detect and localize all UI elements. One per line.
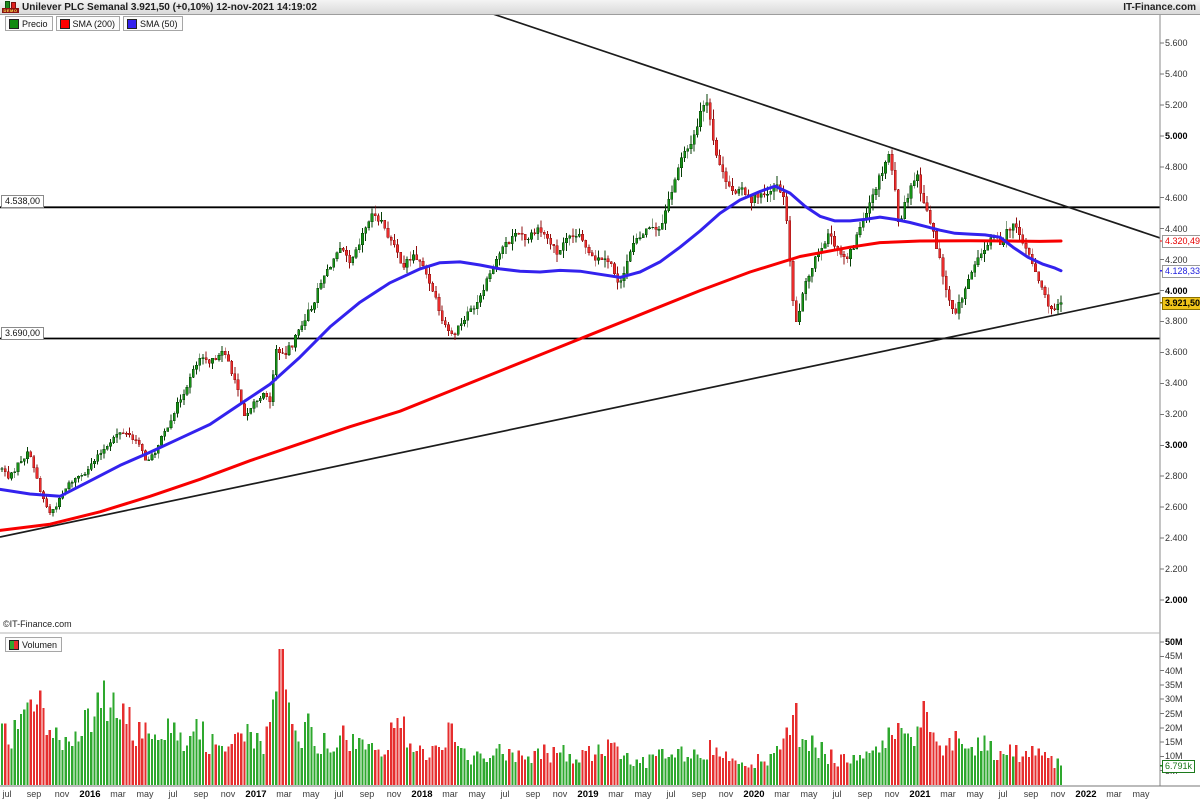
sma50-swatch-icon [127,18,138,29]
volume-tick-label: 15M [1165,737,1183,748]
legend-item-sma50[interactable]: SMA (50) [123,16,183,31]
month-tick-label: mar [442,789,458,799]
month-tick-label: nov [718,789,734,799]
month-tick-label: may [1132,789,1150,799]
month-tick-label: jul [2,789,12,799]
month-tick-label: jul [334,789,344,799]
volume-tick-label: 50M [1165,637,1183,647]
volume-tick-label: 45M [1165,651,1183,662]
price-tick-label: 3.800 [1165,316,1188,327]
copyright-note: ©IT-Finance.com [3,619,72,629]
year-tick-label: 2022 [1075,789,1097,800]
volume-tick-label: 10M [1165,751,1183,762]
month-tick-label: may [634,789,652,799]
price-tick-label: 2.200 [1165,564,1188,575]
month-tick-label: may [800,789,818,799]
month-tick-label: may [136,789,154,799]
volume-tick-label: 40M [1165,665,1183,676]
year-tick-label: 2016 [79,789,101,800]
price-tick-label: 3.400 [1165,378,1188,389]
year-tick-label: 2017 [245,789,267,800]
demo-badge-label: DEMO [2,8,19,13]
price-tick-label: 3.200 [1165,409,1188,420]
legend-item-sma200[interactable]: SMA (200) [55,16,121,31]
month-tick-label: sep [359,789,375,799]
price-tick-label: 4.000 [1165,285,1188,296]
brand-link[interactable]: IT-Finance.com [1123,1,1196,13]
price-tick-label: 4.200 [1165,254,1188,265]
month-tick-label: sep [857,789,873,799]
price-tick-label: 2.800 [1165,471,1188,482]
resistance-level-label[interactable]: 4.538,00 [1,195,45,209]
volume-tick-label: 25M [1165,708,1183,719]
title-bar: DEMO Unilever PLC Semanal 3.921,50 (+0,1… [0,0,1200,15]
month-tick-label: jul [168,789,178,799]
sma200-swatch-icon [59,18,70,29]
year-tick-label: 2019 [577,789,599,800]
price-tick-label: 2.000 [1165,594,1188,605]
price-tick-label: 5.000 [1165,130,1188,141]
year-tick-label: 2018 [411,789,433,800]
month-tick-label: sep [193,789,209,799]
month-tick-label: sep [1023,789,1039,799]
demo-badge-icon: DEMO [2,1,19,13]
legend-label: SMA (50) [140,18,178,29]
volume-tick-label: 20M [1165,722,1183,733]
month-tick-label: jul [500,789,510,799]
legend-label: Volumen [22,639,58,650]
sma200-price-tag: 4.320,49 [1162,234,1200,248]
volume-tick-label: 35M [1165,679,1183,690]
legend-item-volumen[interactable]: Volumen [5,637,63,652]
month-tick-label: mar [940,789,956,799]
month-tick-label: nov [220,789,236,799]
month-tick-label: mar [1106,789,1122,799]
year-tick-label: 2020 [743,789,765,800]
last-price-tag: 3.921,50 [1162,296,1200,310]
price-tick-label: 2.600 [1165,502,1188,513]
month-tick-label: nov [552,789,568,799]
legend-item-precio[interactable]: Precio [5,16,53,31]
month-tick-label: sep [525,789,541,799]
legend-label: Precio [22,18,48,29]
price-tick-label: 5.200 [1165,99,1188,110]
sma50-price-tag: 4.128,33 [1162,264,1200,278]
price-legend: Precio SMA (200) SMA (50) [5,16,183,31]
month-tick-label: jul [998,789,1008,799]
last-volume-tag: 6.791k [1162,759,1196,773]
month-tick-label: nov [54,789,70,799]
price-tick-label: 4.600 [1165,192,1188,203]
month-tick-label: jul [832,789,842,799]
support-level-label[interactable]: 3.690,00 [1,326,45,340]
month-tick-label: sep [26,789,42,799]
month-tick-label: mar [774,789,790,799]
price-tick-label: 5.400 [1165,68,1188,79]
price-tick-label: 3.000 [1165,440,1188,451]
month-tick-label: mar [608,789,624,799]
month-tick-label: may [966,789,984,799]
month-tick-label: may [302,789,320,799]
volume-tick-label: 30M [1165,694,1183,705]
month-tick-label: mar [276,789,292,799]
month-tick-label: nov [884,789,900,799]
price-tick-label: 5.600 [1165,38,1188,48]
price-swatch-icon [9,18,19,29]
legend-label: SMA (200) [72,18,116,29]
month-tick-label: jul [666,789,676,799]
price-tick-label: 4.400 [1165,223,1188,234]
month-tick-label: mar [110,789,126,799]
year-tick-label: 2021 [909,789,931,800]
price-tick-label: 2.400 [1165,533,1188,544]
price-tick-label: 4.800 [1165,161,1188,172]
volume-swatch-icon [9,639,19,650]
month-tick-label: nov [1050,789,1066,799]
price-tick-label: 3.600 [1165,347,1188,358]
volume-legend: Volumen [5,637,63,652]
chart-title: Unilever PLC Semanal 3.921,50 (+0,10%) 1… [22,1,317,13]
month-tick-label: sep [691,789,707,799]
month-tick-label: may [468,789,486,799]
month-tick-label: nov [386,789,402,799]
